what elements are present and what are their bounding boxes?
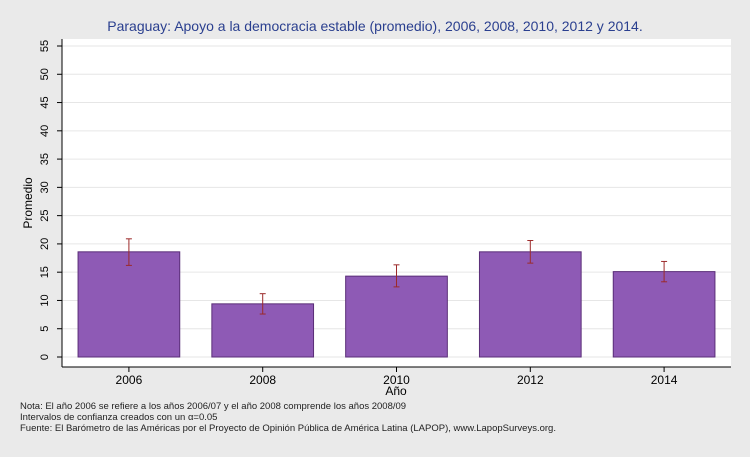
bar-2014	[612, 271, 716, 358]
y-tick-label: 30	[39, 181, 51, 193]
y-tick-label: 15	[39, 266, 51, 278]
y-tick-label: 0	[39, 354, 51, 360]
x-axis-label: Año	[385, 384, 407, 398]
bar-2010	[345, 275, 448, 358]
y-tick-label: 50	[39, 68, 51, 80]
y-tick-label: 35	[39, 153, 51, 165]
y-tick-label: 45	[39, 96, 51, 108]
y-tick-label: 40	[39, 125, 51, 137]
error-bars	[125, 238, 668, 315]
bar-2006	[77, 251, 181, 358]
note-line: Nota: El año 2006 se refiere a los años …	[20, 401, 407, 412]
bar-2012	[478, 251, 582, 358]
y-tick-label: 10	[39, 294, 51, 306]
x-tick-labels: 2006 2008 2010 2012 2014	[116, 367, 678, 387]
x-tick-label: 2012	[517, 373, 544, 387]
y-tick-label: 5	[39, 326, 51, 332]
y-tick-label: 25	[39, 210, 51, 222]
error-bar-2006	[125, 238, 132, 266]
y-tick-labels: 0 5 10 15 20 25 30 35 40 45 50 55	[39, 40, 62, 360]
error-bar-2012	[527, 240, 534, 264]
source-line: Fuente: El Barómetro de las Américas por…	[20, 423, 556, 434]
error-bar-2010	[393, 264, 400, 288]
y-axis-label: Promedio	[21, 177, 35, 229]
x-tick-label: 2010	[383, 373, 410, 387]
confidence-note: Intervalos de confianza creados con un α…	[20, 412, 218, 423]
x-tick-label: 2014	[651, 373, 678, 387]
error-bar-2014	[661, 260, 668, 283]
chart-title: Paraguay: Apoyo a la democracia estable …	[107, 18, 642, 34]
chart-notes: Nota: El año 2006 se refiere a los años …	[20, 401, 556, 434]
bars	[77, 251, 716, 358]
y-tick-label: 55	[39, 40, 51, 52]
x-tick-label: 2008	[249, 373, 276, 387]
x-tick-label: 2006	[116, 373, 143, 387]
y-tick-label: 20	[39, 238, 51, 250]
error-bar-2008	[259, 293, 266, 315]
